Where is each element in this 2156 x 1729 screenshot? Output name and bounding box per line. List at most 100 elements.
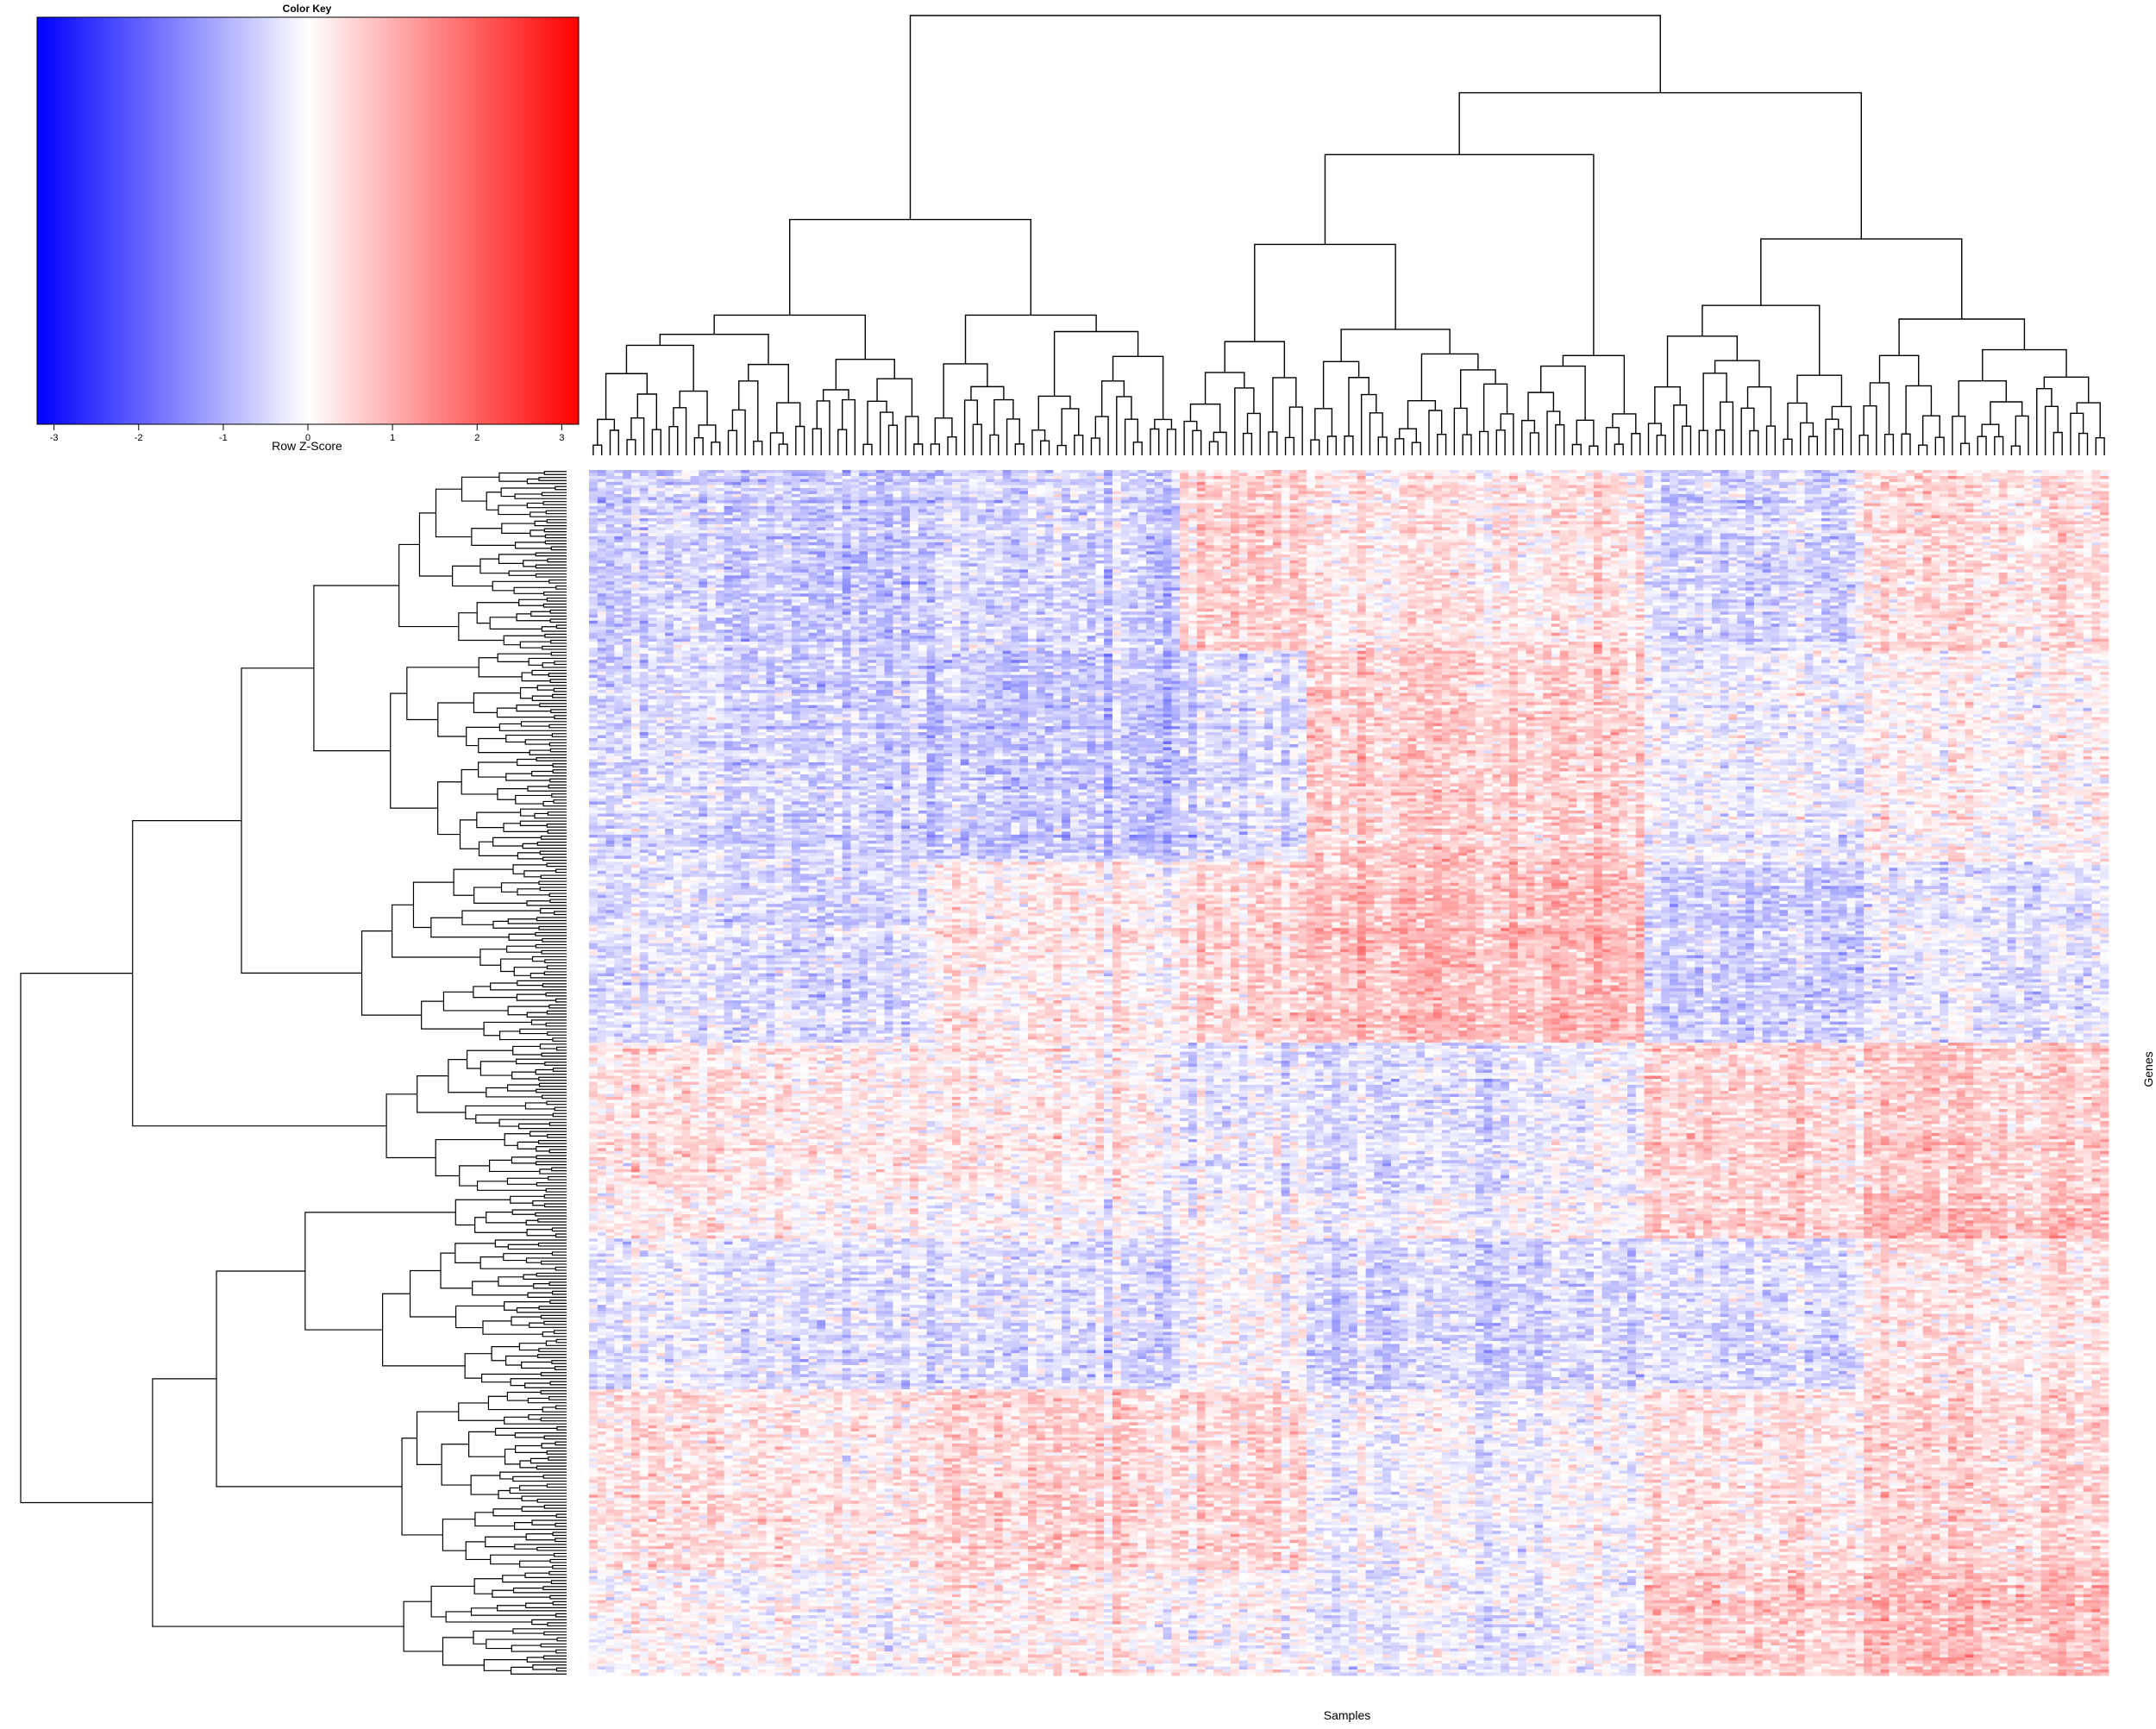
column-dendrogram-branch	[1767, 426, 1776, 455]
column-dendrogram-branch	[626, 345, 693, 391]
column-dendrogram-branch	[1041, 441, 1050, 455]
column-dendrogram-branch	[914, 444, 923, 455]
row-dendrogram-branch	[438, 703, 474, 736]
column-dendrogram-branch	[1315, 409, 1332, 440]
column-dendrogram-branch	[2044, 377, 2088, 403]
row-dendrogram-branch	[555, 716, 567, 719]
column-dendrogram-branch	[1923, 416, 1940, 445]
column-dendrogram-branch	[1032, 430, 1045, 455]
row-dendrogram-branch	[549, 742, 567, 745]
row-dendrogram-branch	[517, 705, 551, 711]
column-dendrogram-branch	[1859, 435, 1868, 455]
row-dendrogram-branch	[525, 740, 567, 744]
column-dendrogram-branch	[1496, 430, 1505, 455]
column-dendrogram-branch	[1429, 410, 1442, 455]
column-dendrogram-branch	[966, 315, 1097, 364]
column-dendrogram-branch	[935, 418, 952, 444]
column-dendrogram-branch	[1613, 414, 1636, 434]
color-key-tick-label: -3	[50, 433, 59, 443]
column-dendrogram-branch	[1055, 332, 1138, 397]
row-dendrogram-branch	[549, 580, 567, 583]
column-dendrogram-branch	[1879, 355, 1918, 385]
column-dendrogram-branch	[796, 426, 805, 455]
column-dendrogram-branch	[1038, 396, 1070, 429]
row-dendrogram-branch	[472, 529, 516, 546]
column-dendrogram-branch	[606, 373, 648, 419]
column-dendrogram-branch	[1870, 383, 1889, 435]
row-dendrogram-branch	[391, 693, 438, 808]
column-dendrogram-branch	[714, 315, 865, 359]
row-dendrogram-branch	[479, 738, 530, 752]
column-dendrogram-branch	[1832, 406, 1851, 455]
column-dendrogram-branch	[711, 442, 720, 455]
column-dendrogram-branch	[1235, 388, 1254, 455]
column-dendrogram-branch	[1906, 385, 1931, 434]
row-dendrogram-branch	[551, 652, 567, 655]
column-dendrogram-branch	[1461, 370, 1495, 408]
column-dendrogram-branch	[1683, 426, 1691, 455]
column-dendrogram-branch	[1463, 435, 1471, 455]
column-dendrogram-branch	[1528, 392, 1553, 421]
row-dendrogram-branch	[499, 473, 544, 481]
column-dendrogram-branch	[1062, 409, 1079, 446]
column-dendrogram-branch	[2046, 406, 2059, 455]
column-dendrogram-branch	[1015, 444, 1024, 455]
row-dendrogram-branch	[544, 529, 567, 532]
column-dendrogram-branch	[1801, 423, 1814, 455]
column-dendrogram	[593, 16, 2104, 455]
column-dendrogram-branch	[1075, 435, 1083, 455]
column-dendrogram-branch	[1797, 375, 1841, 406]
column-dendrogram-branch	[1614, 444, 1623, 455]
column-dendrogram-branch	[1607, 428, 1620, 455]
row-dendrogram-branch	[479, 658, 522, 677]
row-dendrogram	[21, 472, 567, 1675]
column-dendrogram-branch	[817, 401, 830, 455]
row-dendrogram-branch	[530, 530, 546, 536]
column-dendrogram-branch	[1311, 440, 1319, 455]
column-dendrogram-branch	[1125, 419, 1138, 455]
column-dendrogram-branch	[863, 444, 872, 455]
column-dendrogram-branch	[1961, 443, 1970, 455]
row-dendrogram-branch	[531, 611, 567, 616]
column-dendrogram-branch	[749, 365, 788, 403]
column-dendrogram-branch	[652, 429, 661, 455]
column-dendrogram-branch	[1788, 403, 1807, 439]
column-dendrogram-branch	[732, 410, 745, 455]
column-dendrogram-branch	[1007, 419, 1020, 455]
column-dendrogram-branch	[1102, 381, 1125, 417]
row-dendrogram-branch	[530, 512, 567, 517]
column-dendrogram-branch	[1563, 355, 1624, 414]
row-dendrogram-branch	[551, 710, 567, 713]
column-dendrogram-branch	[631, 418, 644, 455]
row-dendrogram-branch	[536, 553, 567, 556]
row-dendrogram-branch	[498, 654, 551, 661]
row-dendrogram-branch	[548, 673, 567, 677]
column-dendrogram-branch	[1657, 435, 1665, 455]
column-dendrogram-branch	[1547, 411, 1560, 455]
column-dendrogram-branch	[699, 425, 716, 442]
column-dendrogram-branch	[1244, 434, 1252, 455]
column-dendrogram-branch	[593, 445, 602, 455]
row-dendrogram-branch	[486, 492, 501, 511]
row-dendrogram-branch	[545, 541, 567, 544]
row-dendrogram-branch	[480, 559, 509, 573]
row-dendrogram-branch	[544, 472, 567, 474]
column-dendrogram-branch	[1902, 434, 1910, 455]
row-dendrogram-branch	[555, 486, 567, 490]
row-dendrogram-branch	[543, 605, 567, 607]
column-dendrogram-branch	[1213, 432, 1226, 455]
column-dendrogram-branch	[1400, 429, 1417, 442]
column-dendrogram-branch	[1248, 413, 1261, 455]
column-dendrogram-branch	[2011, 446, 2020, 455]
row-dendrogram-branch	[241, 668, 362, 974]
column-dendrogram-branch	[1983, 350, 2066, 381]
column-dendrogram-branch	[1395, 439, 1404, 455]
column-dendrogram-branch	[1255, 244, 1395, 341]
row-dendrogram-branch	[554, 688, 567, 691]
row-dendrogram-branch	[438, 782, 462, 835]
column-dendrogram-branch	[1990, 402, 2022, 424]
row-dendrogram-branch	[536, 574, 567, 577]
column-dendrogram-branch	[843, 400, 856, 455]
row-dendrogram-branch	[553, 694, 567, 697]
column-dendrogram-branch	[1699, 430, 1708, 455]
